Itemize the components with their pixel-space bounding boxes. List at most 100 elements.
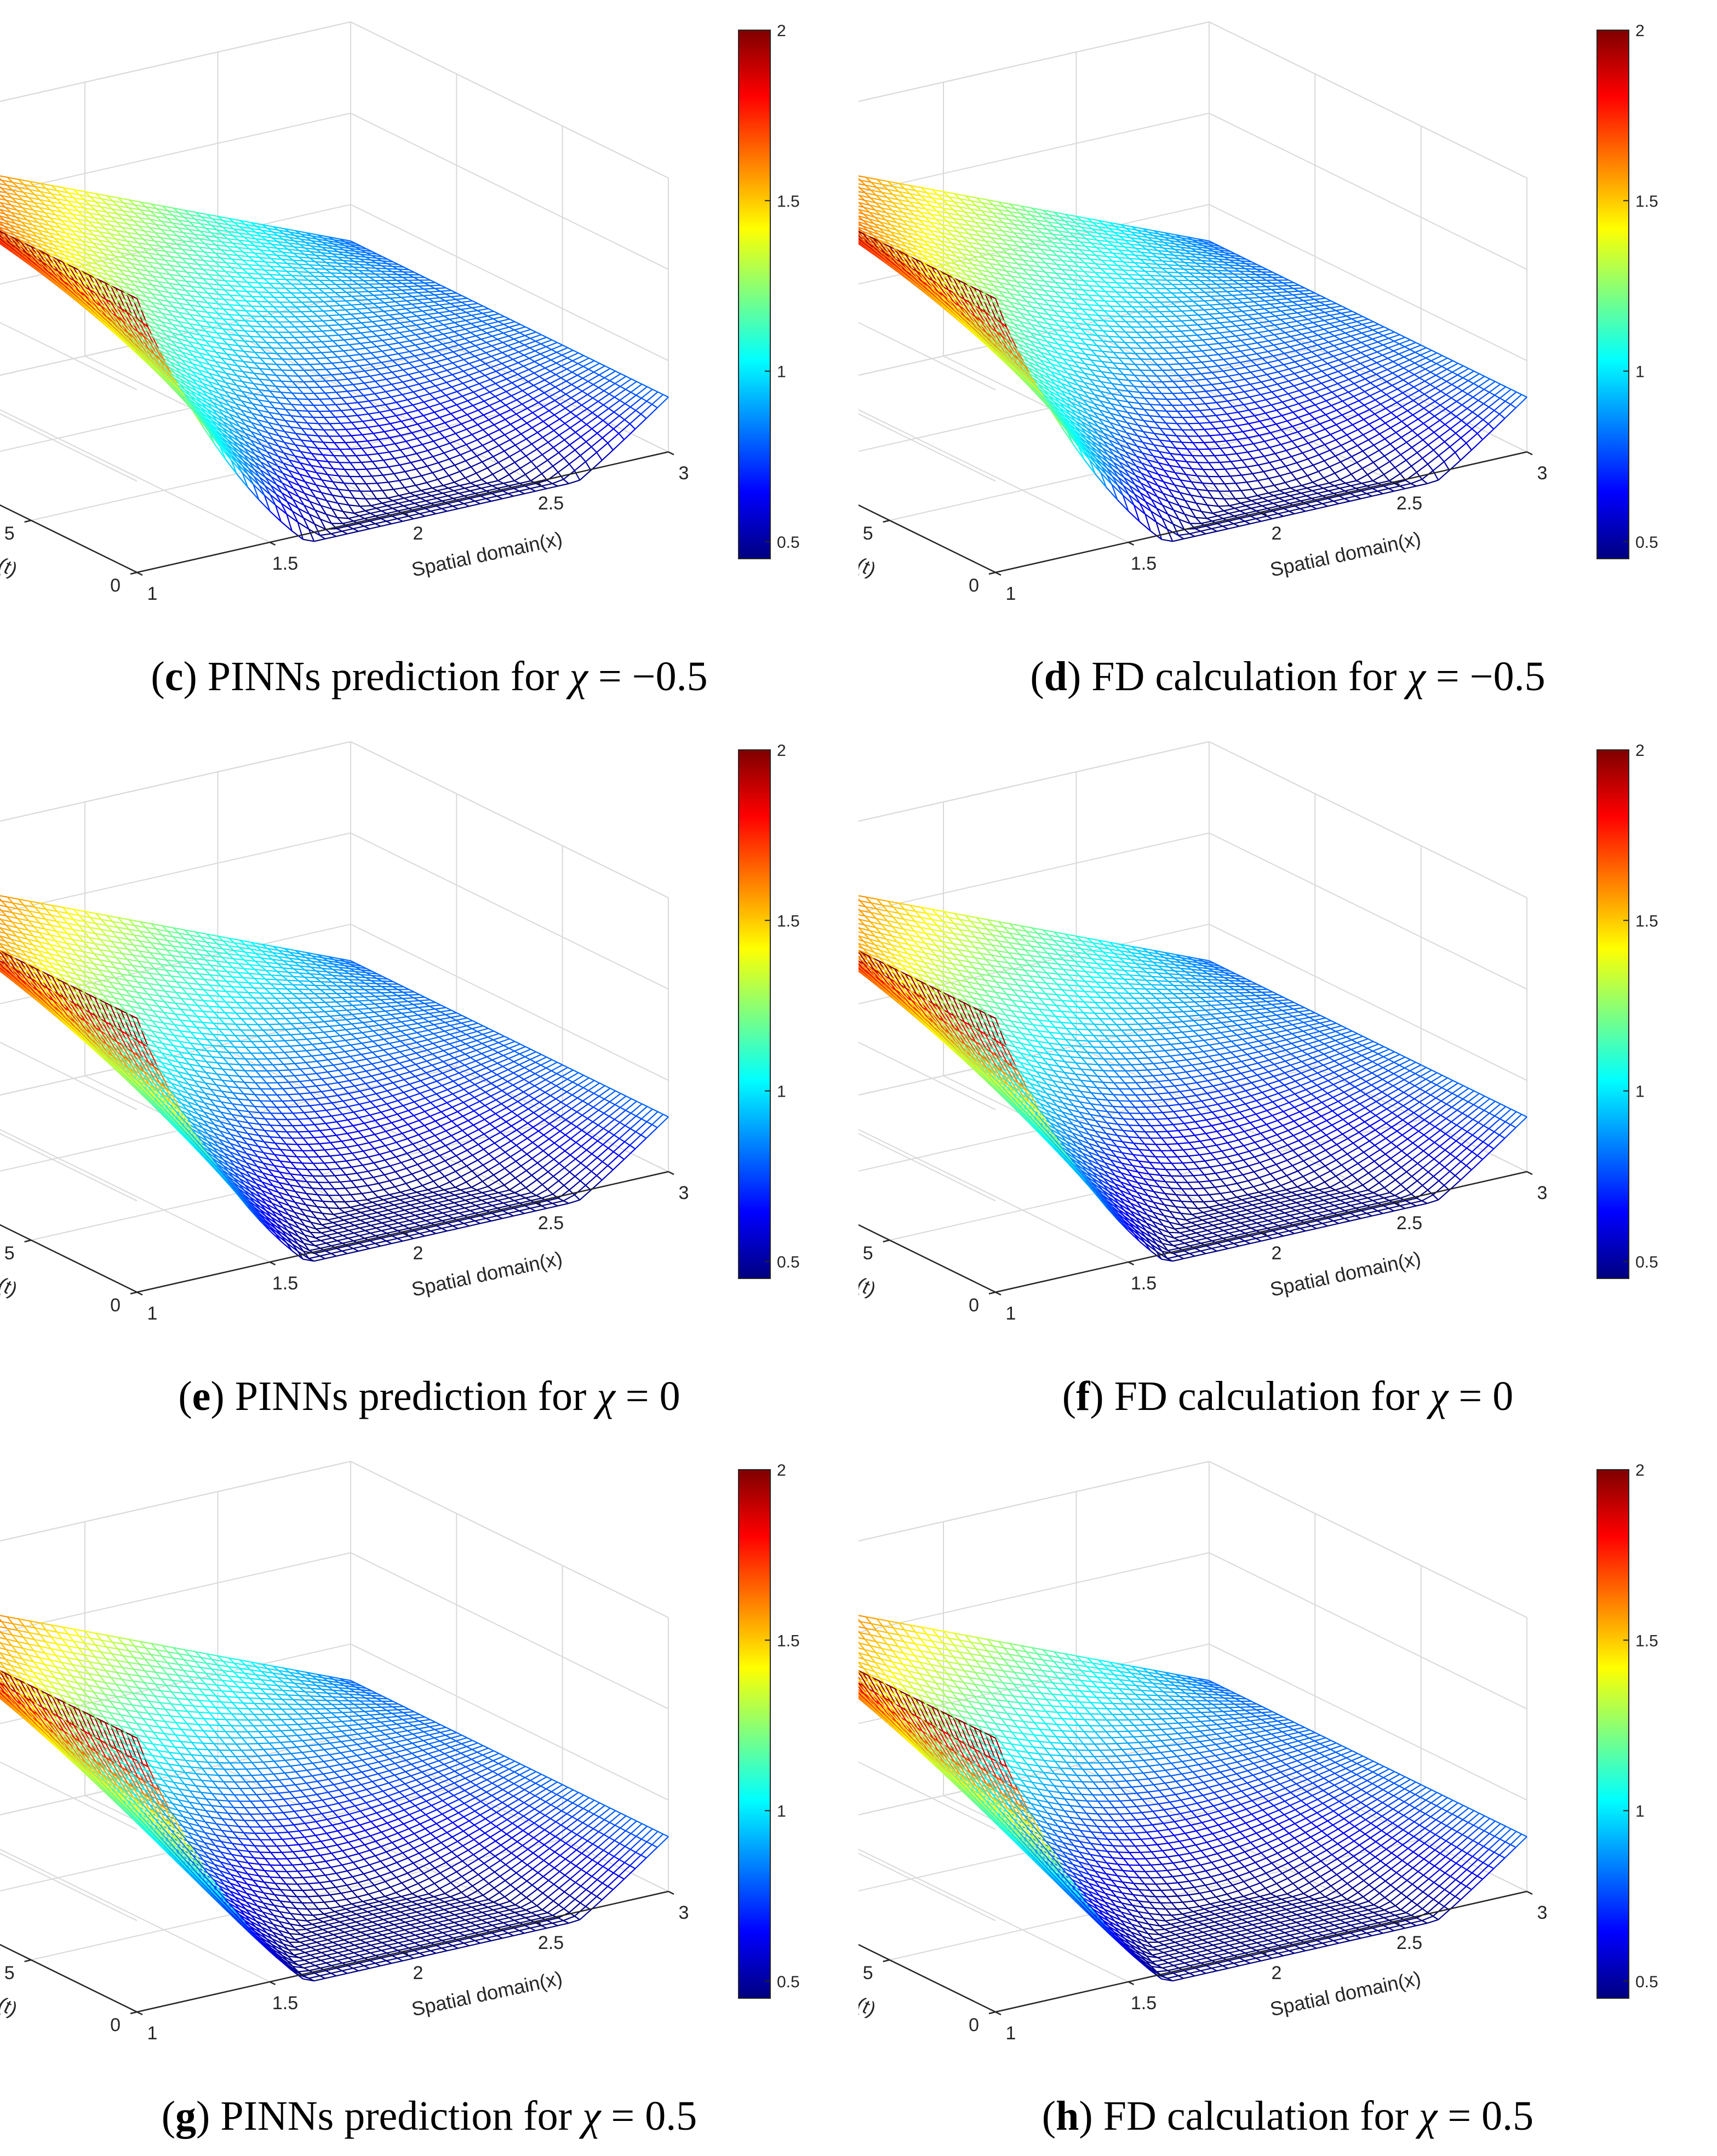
mesh-line-x — [190, 395, 197, 403]
mesh-line-t — [175, 270, 187, 273]
mesh-line-t — [295, 444, 307, 448]
mesh-line-x — [30, 249, 37, 255]
mesh-line-t — [315, 496, 327, 501]
mesh-line-t — [169, 283, 181, 286]
mesh-line-t — [115, 246, 127, 250]
mesh-line-x — [108, 266, 115, 273]
mesh-line-t — [192, 267, 204, 271]
mesh-line-x — [106, 316, 112, 322]
mesh-line-t — [124, 274, 136, 278]
mesh-line-t — [238, 355, 249, 358]
mesh-line-x — [315, 358, 322, 365]
mesh-line-t — [597, 408, 609, 417]
mesh-line-t — [353, 510, 365, 514]
mesh-line-x — [41, 253, 48, 259]
mesh-line-x — [301, 416, 308, 424]
mesh-line-x — [386, 520, 392, 525]
mesh-line-t — [634, 418, 647, 430]
mesh-line-t — [399, 462, 411, 466]
mesh-line-t — [408, 371, 420, 375]
mesh-line-t — [306, 237, 317, 240]
mesh-line-t — [417, 291, 430, 294]
mesh-line-t — [239, 434, 251, 441]
mesh-line-t — [317, 238, 328, 242]
mesh-line-t — [556, 357, 568, 364]
mesh-line-t — [271, 243, 283, 246]
mesh-line-t — [371, 474, 384, 477]
mesh-line-x — [262, 306, 268, 312]
mesh-line-x — [328, 448, 335, 456]
mesh-line-x — [280, 392, 287, 399]
mesh-line-t — [455, 428, 467, 434]
mesh-line-t — [518, 347, 530, 353]
mesh-line-t — [190, 390, 203, 398]
mesh-line-x — [311, 320, 318, 327]
mesh-line-t — [243, 360, 255, 364]
mesh-line-t — [604, 370, 616, 379]
mesh-line-x — [415, 495, 421, 499]
mesh-line-t — [171, 247, 182, 250]
mesh-line-t — [202, 389, 214, 396]
mesh-line-x — [168, 376, 175, 383]
mesh-line-x — [176, 346, 183, 353]
mesh-line-t — [208, 274, 220, 277]
mesh-line-t — [262, 435, 273, 440]
mesh-line-t — [350, 322, 362, 325]
mesh-line-t — [508, 483, 520, 487]
mesh-line-x — [82, 300, 89, 306]
mesh-line-t — [415, 342, 427, 346]
mesh-line-x — [209, 429, 216, 437]
mesh-line-x — [387, 481, 394, 490]
mesh-line-x — [199, 416, 205, 424]
mesh-line-t — [348, 504, 360, 507]
mesh-line-x — [116, 316, 123, 321]
mesh-line-t — [182, 352, 194, 357]
mesh-line-t — [390, 296, 402, 299]
mesh-line-x — [42, 247, 48, 254]
mesh-line-t — [203, 375, 215, 380]
mesh-line-x — [140, 201, 146, 208]
mesh-line-x — [148, 244, 155, 250]
mesh-line-t — [58, 256, 70, 261]
mesh-line-x — [39, 268, 45, 274]
mesh-line-t — [170, 347, 182, 353]
mesh-line-t — [362, 446, 373, 449]
mesh-line-t — [537, 410, 550, 418]
mesh-line-t — [136, 259, 148, 263]
mesh-line-t — [161, 329, 173, 334]
mesh-line-x — [54, 230, 61, 236]
mesh-line-t — [353, 266, 365, 268]
mesh-line-x — [158, 361, 164, 368]
mesh-line-t — [138, 233, 150, 237]
mesh-line-x — [188, 402, 196, 409]
mesh-line-t — [134, 308, 146, 314]
mesh-line-t — [237, 255, 249, 257]
mesh-line-t — [0, 202, 12, 206]
mesh-line-t — [302, 275, 314, 277]
mesh-line-x — [410, 478, 416, 486]
mesh-line-x — [36, 259, 43, 263]
mesh-line-x — [71, 222, 78, 228]
mesh-line-x — [283, 326, 290, 333]
mesh-line-t — [250, 234, 261, 237]
mesh-line-x — [48, 232, 55, 239]
mesh-line-x — [255, 331, 262, 338]
mesh-line-t — [317, 234, 329, 238]
mesh-line-x — [99, 307, 106, 313]
mesh-line-x — [365, 498, 371, 506]
mesh-line-x — [337, 503, 344, 512]
mesh-line-t — [194, 329, 206, 332]
mesh-line-x — [23, 255, 30, 261]
mesh-line-t — [409, 348, 421, 352]
mesh-line-x — [17, 255, 24, 260]
mesh-line-t — [178, 219, 190, 223]
mesh-line-x — [102, 269, 108, 276]
mesh-line-x — [181, 359, 188, 366]
mesh-line-t — [45, 188, 58, 192]
mesh-line-t — [232, 250, 244, 253]
mesh-line-t — [414, 353, 426, 357]
mesh-line-x — [71, 295, 77, 301]
mesh-line-t — [405, 324, 416, 328]
mesh-line-x — [161, 377, 168, 383]
mesh-line-t — [333, 339, 344, 342]
